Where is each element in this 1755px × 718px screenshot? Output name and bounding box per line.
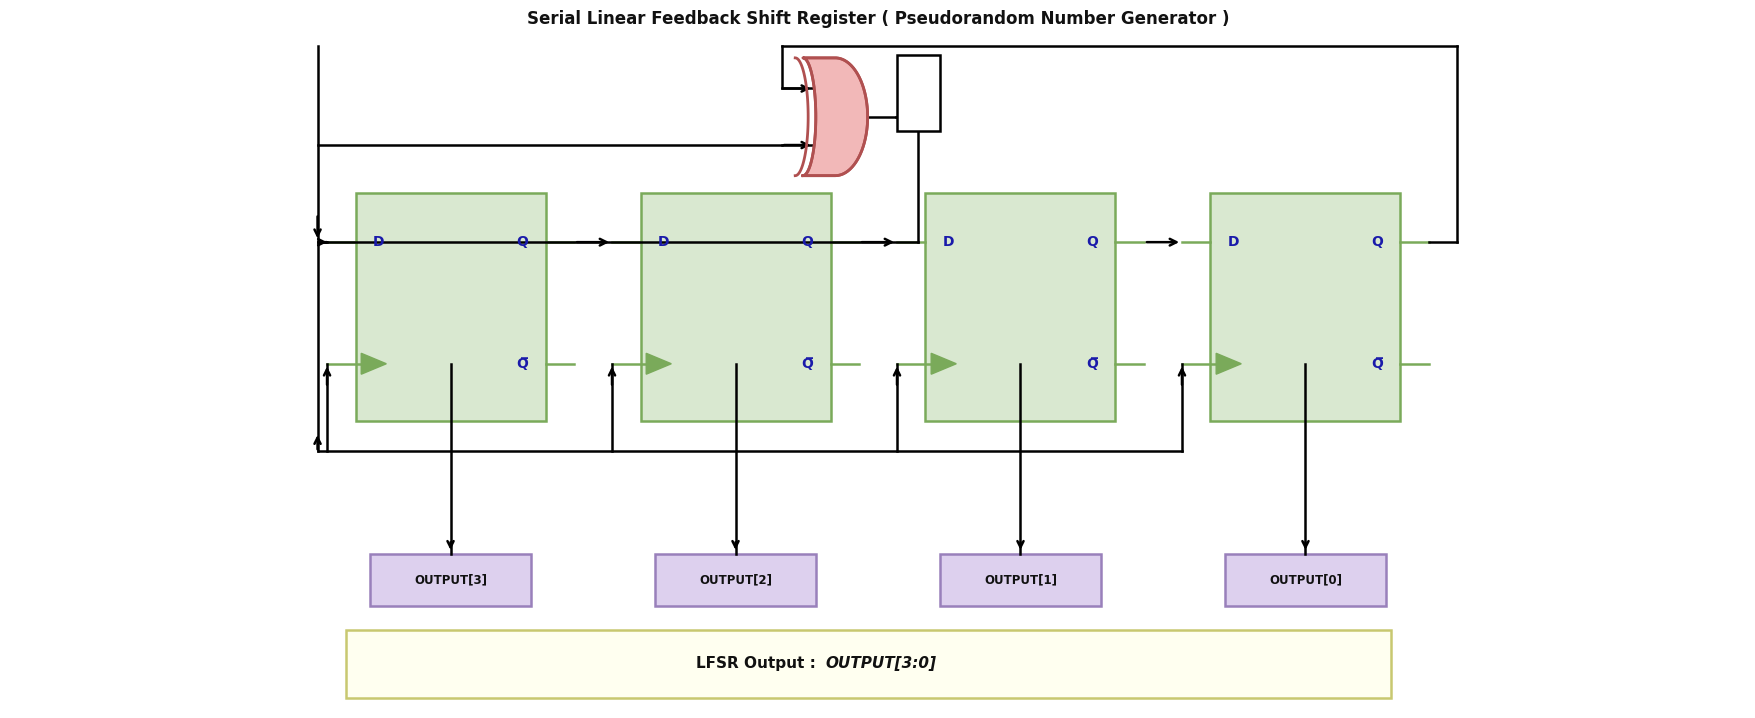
Bar (897, 55, 939, 131)
Text: OUTPUT[2]: OUTPUT[2] (698, 574, 772, 587)
Text: Q̅: Q̅ (1086, 357, 1099, 370)
Text: OUTPUT[1]: OUTPUT[1] (983, 574, 1057, 587)
Text: Q: Q (1086, 236, 1099, 249)
Polygon shape (362, 353, 386, 374)
Bar (1223, 554, 1385, 606)
Bar (370, 554, 532, 606)
Text: Q̅: Q̅ (1371, 357, 1383, 370)
Polygon shape (802, 58, 867, 176)
Text: Q̅: Q̅ (516, 357, 528, 370)
Bar (925, 192, 1114, 421)
Bar (655, 554, 816, 606)
Bar (641, 192, 830, 421)
Text: OUTPUT[3]: OUTPUT[3] (414, 574, 486, 587)
Bar (355, 192, 546, 421)
Polygon shape (930, 353, 956, 374)
Text: Q: Q (1371, 236, 1383, 249)
Text: OUTPUT[3:0]: OUTPUT[3:0] (825, 656, 935, 671)
Polygon shape (1216, 353, 1241, 374)
Text: Q̅: Q̅ (800, 357, 813, 370)
Text: D: D (656, 236, 669, 249)
Text: D: D (1227, 236, 1239, 249)
Text: OUTPUT[0]: OUTPUT[0] (1269, 574, 1341, 587)
Text: D: D (942, 236, 953, 249)
Polygon shape (646, 353, 670, 374)
Text: Q: Q (800, 236, 813, 249)
Bar (939, 554, 1100, 606)
Bar (1209, 192, 1400, 421)
Text: D: D (372, 236, 384, 249)
Text: Q: Q (516, 236, 528, 249)
Text: LFSR Output :: LFSR Output : (695, 656, 821, 671)
Bar (346, 630, 1390, 698)
Text: Serial Linear Feedback Shift Register ( Pseudorandom Number Generator ): Serial Linear Feedback Shift Register ( … (526, 10, 1228, 29)
